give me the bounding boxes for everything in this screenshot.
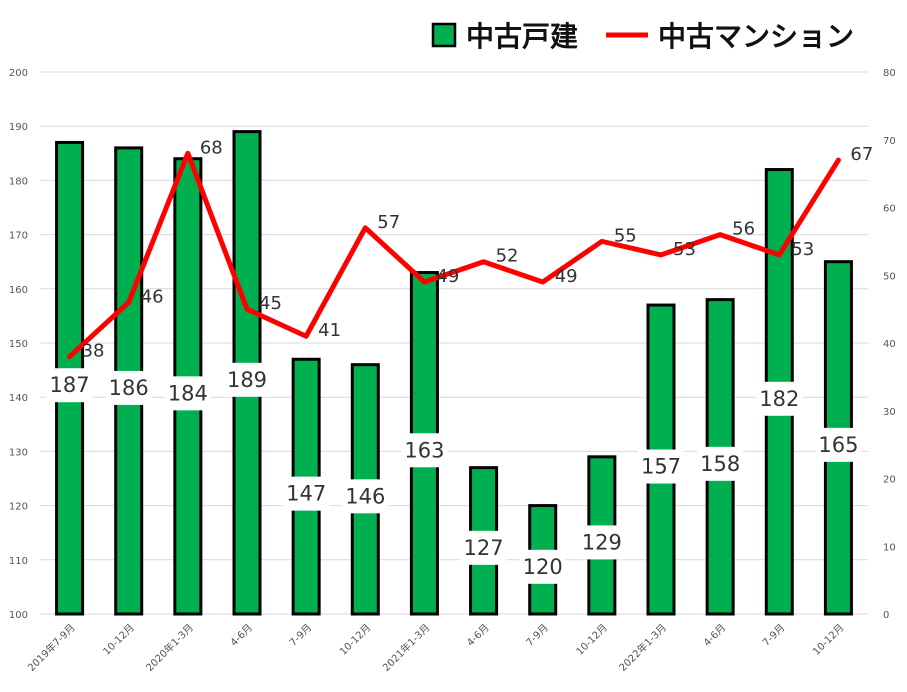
y-right-tick-label: 60 [883, 204, 896, 215]
bar-label-bg [46, 368, 93, 403]
y-left-tick-label: 180 [9, 176, 28, 187]
bar-series [55, 130, 853, 616]
bar-label-bg [519, 549, 566, 584]
line-data-label: 68 [200, 137, 223, 158]
x-tick-label: 2022年1-3月 [616, 621, 669, 674]
x-tick-label: 2021年1-3月 [380, 621, 433, 674]
line-data-label: 53 [791, 239, 814, 260]
y-left-tick-label: 150 [9, 339, 28, 350]
line-data-labels: 38 46 68 45 41 57 49 52 49 55 53 56 53 67 [82, 137, 874, 361]
x-tick-label: 2019年7-9月 [25, 621, 78, 674]
bar-label-bg [756, 381, 803, 416]
line-data-label: 67 [850, 144, 873, 165]
line-data-label: 45 [259, 293, 282, 314]
bar-label-bg [697, 446, 744, 481]
bar-label-bg [815, 427, 862, 462]
bar-label-bg [164, 376, 211, 411]
y-left-tick-label: 160 [9, 285, 28, 296]
x-tick-label: 4-6月 [465, 622, 492, 649]
x-tick-label: 2020年1-3月 [143, 621, 196, 674]
bar-label-bg [638, 449, 684, 484]
line-data-label: 56 [732, 219, 755, 240]
x-tick-label: 10-12月 [810, 622, 846, 658]
line-data-label: 52 [496, 246, 519, 267]
y-right-tick-label: 20 [883, 475, 896, 486]
y-left-tick-label: 200 [9, 68, 28, 79]
legend-line-label: 中古マンション [658, 20, 854, 53]
bar-label-bg [401, 433, 448, 468]
legend-bar-label: 中古戸建 [466, 20, 578, 53]
line-data-label: 46 [141, 286, 164, 307]
y-left-tick-label: 130 [9, 447, 28, 458]
bar-data-label: 186 [109, 376, 149, 400]
x-tick-label: 10-12月 [574, 622, 610, 658]
bar-data-label: 129 [582, 530, 622, 554]
bar-data-label: 165 [818, 433, 858, 457]
bar-label-bg [578, 525, 625, 560]
y-right-tick-label: 0 [883, 610, 889, 621]
line-data-label: 49 [555, 266, 578, 287]
y-left-tick-label: 190 [9, 122, 28, 133]
y-left-tick-label: 100 [9, 610, 28, 621]
gridlines [40, 71, 868, 615]
bar-label-bg [105, 370, 152, 405]
y-right-tick-label: 50 [883, 271, 896, 282]
x-tick-label: 7-9月 [760, 622, 787, 649]
x-tick-label: 4-6月 [228, 622, 255, 649]
bar-data-label: 163 [404, 438, 444, 462]
bar-data-label: 120 [523, 555, 563, 579]
y-right-tick-label: 80 [883, 68, 896, 79]
y-right-tick-label: 30 [883, 407, 896, 418]
legend-bar-swatch [431, 22, 457, 48]
bar-label-bg [283, 476, 330, 511]
line-data-label: 49 [436, 266, 459, 287]
line-data-label: 53 [673, 239, 696, 260]
y-left-tick-label: 110 [9, 556, 28, 567]
right-y-axis: 0 10 20 30 40 50 60 70 80 [883, 68, 896, 621]
y-left-tick-label: 140 [9, 393, 28, 404]
x-tick-label: 7-9月 [524, 622, 551, 649]
bar-data-label: 146 [345, 484, 385, 508]
x-tick-label: 4-6月 [701, 622, 728, 649]
bar-data-label: 157 [641, 455, 681, 479]
left-y-axis: 100 110 120 130 140 150 160 170 180 190 200 [9, 68, 28, 621]
bar-label-bg [342, 479, 389, 514]
bar-data-labels: 187 186 184 189 147 146 163 127 120 129 157 158 182 1… [46, 362, 862, 584]
y-left-tick-label: 170 [9, 231, 28, 242]
y-right-tick-label: 10 [883, 542, 896, 553]
x-tick-label: 10-12月 [337, 622, 373, 658]
line-series [67, 150, 841, 360]
x-axis: 2019年7-9月 10-12月 2020年1-3月 4-6月 7-9月 10-12月 20… [25, 621, 847, 674]
line-path [67, 150, 841, 360]
bar-data-label: 187 [50, 373, 90, 397]
y-left-tick-label: 120 [9, 502, 28, 513]
bar-data-label: 184 [168, 381, 208, 405]
line-data-label: 57 [377, 212, 400, 233]
bar-data-label: 158 [700, 452, 740, 476]
bar-data-label: 189 [227, 368, 267, 392]
bar-data-label: 182 [759, 387, 799, 411]
line-data-label: 55 [614, 225, 637, 246]
x-tick-label: 10-12月 [101, 622, 137, 658]
bar-data-label: 147 [286, 482, 326, 506]
line-data-label: 38 [82, 341, 105, 362]
bar-label-bg [460, 530, 507, 565]
y-right-tick-label: 70 [883, 136, 896, 147]
line-data-label: 41 [318, 320, 341, 341]
bar-data-label: 127 [464, 536, 504, 560]
y-right-tick-label: 40 [883, 339, 896, 350]
legend: 中古戸建 中古マンション [431, 20, 854, 53]
bar-label-bg [224, 362, 270, 397]
x-tick-label: 7-9月 [287, 622, 314, 649]
